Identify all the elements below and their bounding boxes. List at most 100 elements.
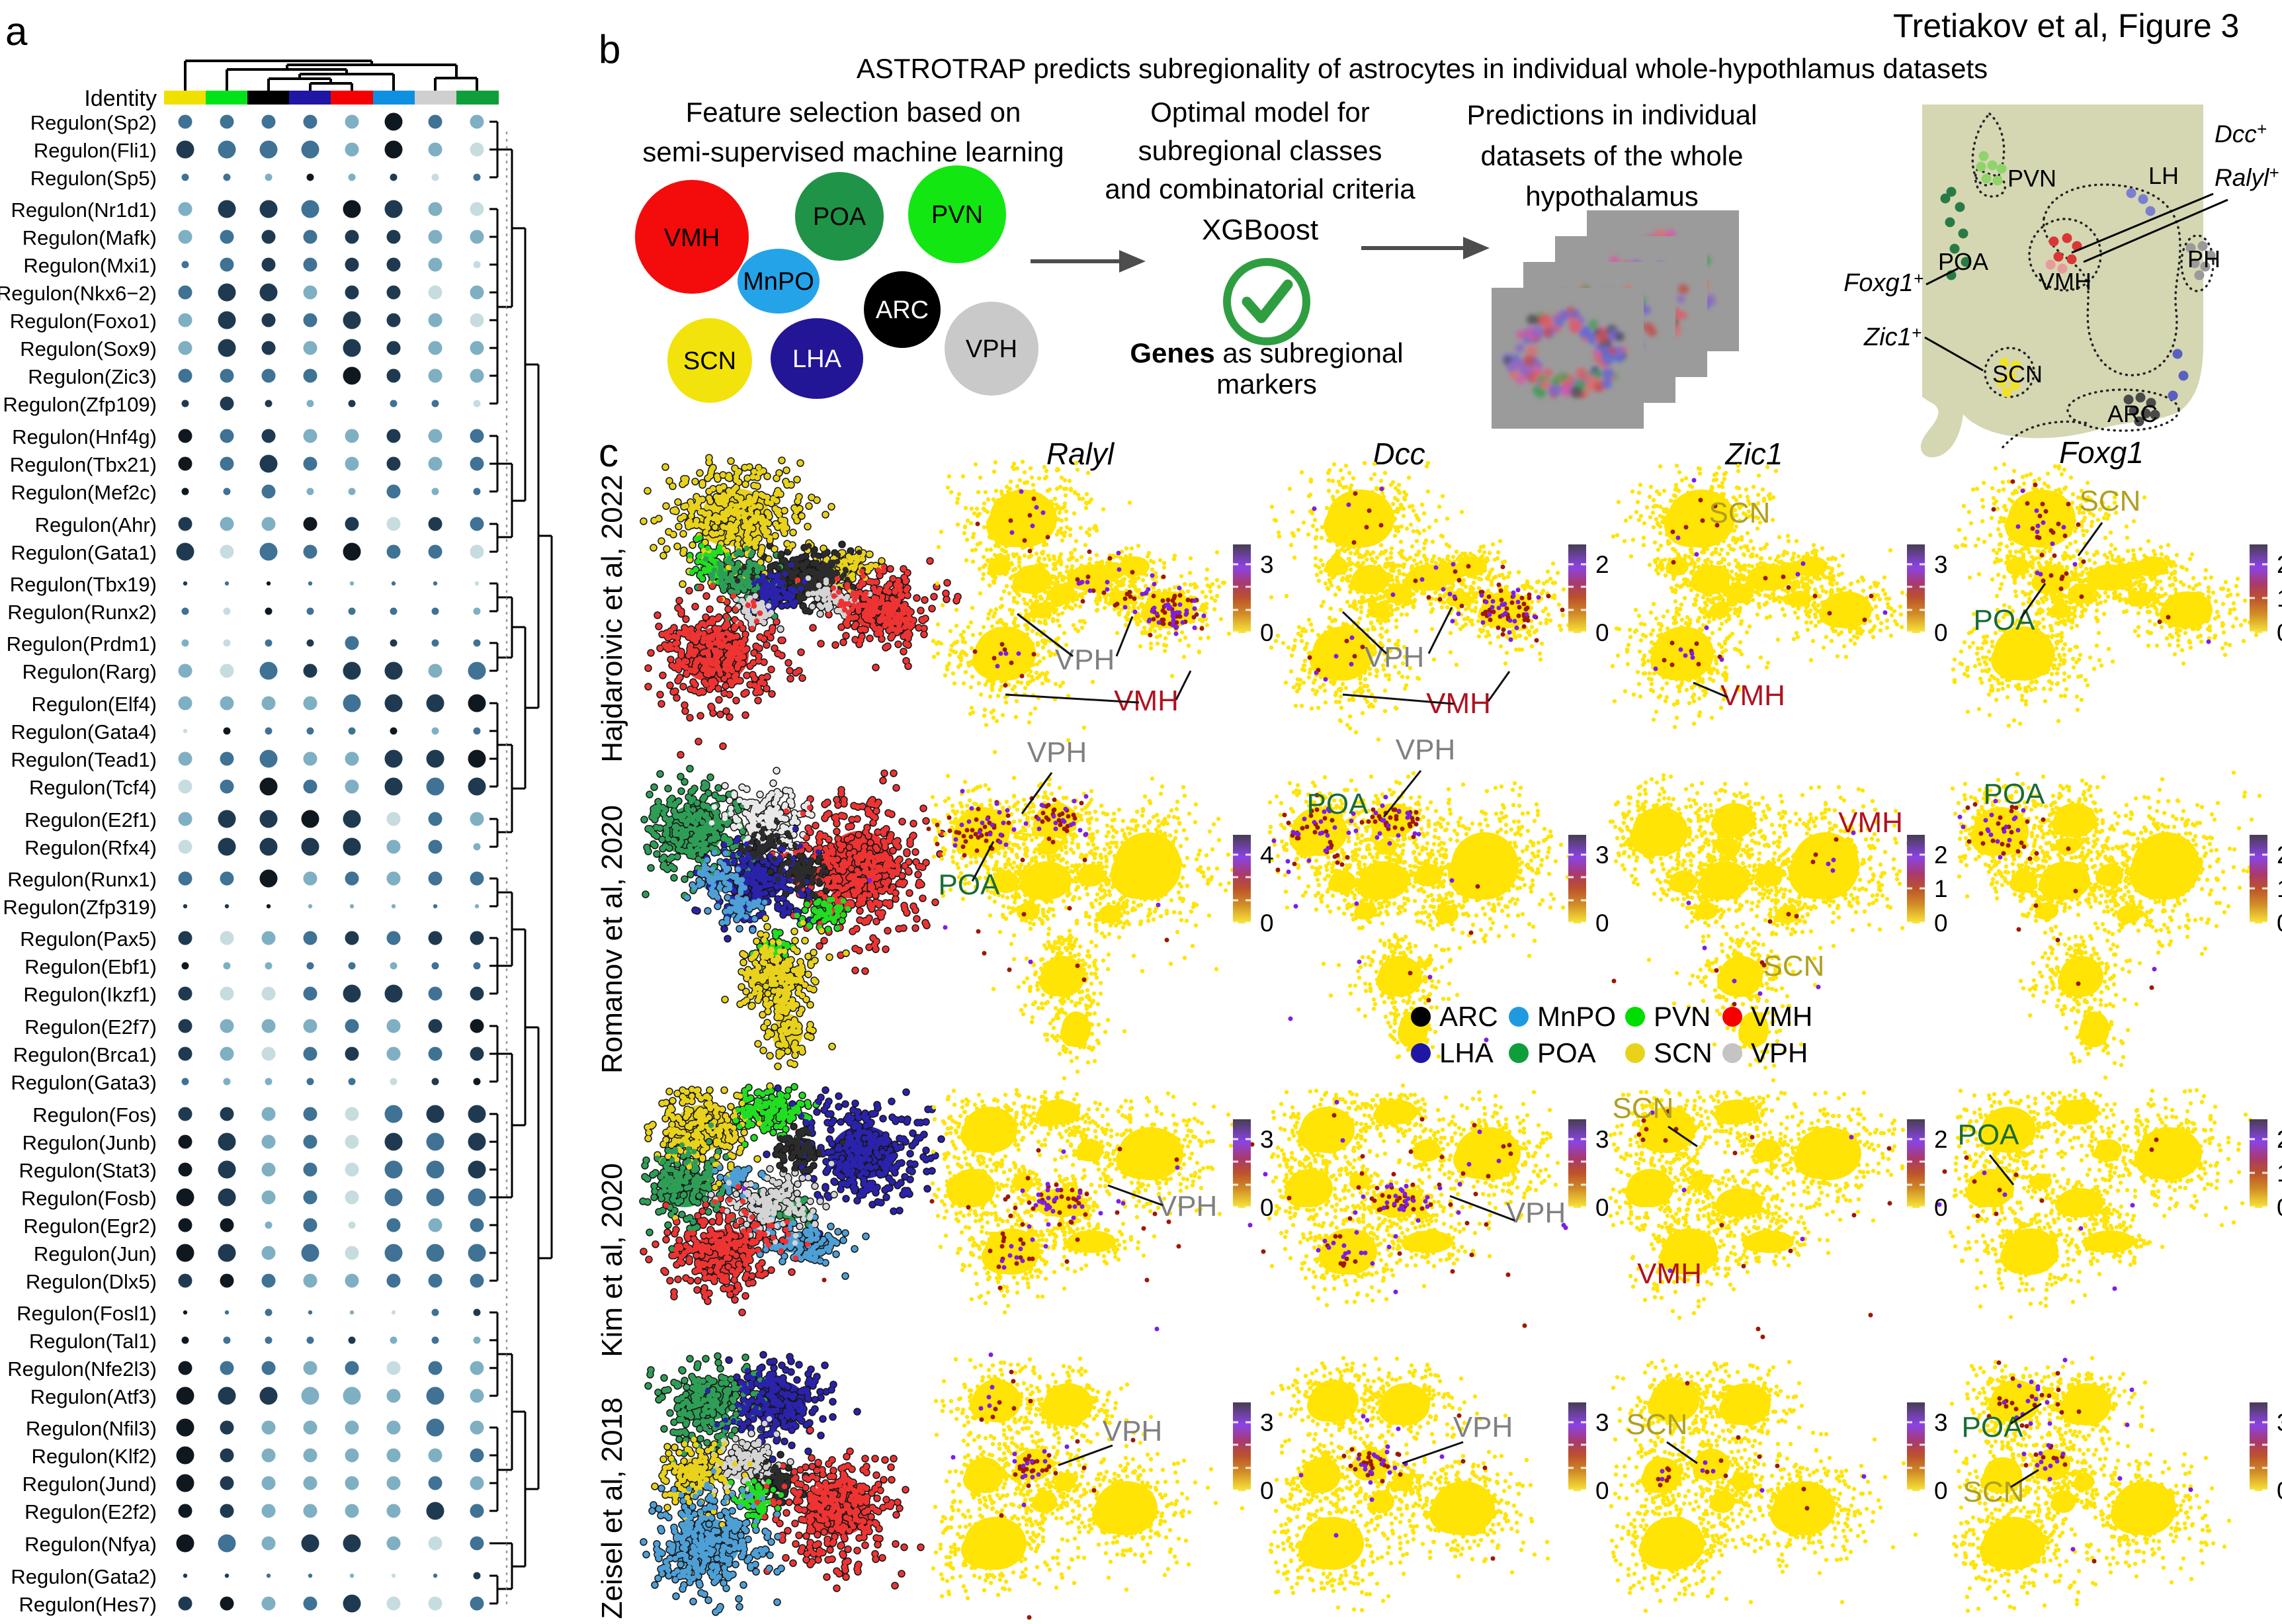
svg-text:3: 3 <box>1595 841 1609 869</box>
svg-text:Regulon(Nkx6−2): Regulon(Nkx6−2) <box>0 282 157 305</box>
svg-text:Regulon(Fosl1): Regulon(Fosl1) <box>17 1302 157 1325</box>
svg-text:semi-supervised machine learni: semi-supervised machine learning <box>642 136 1064 167</box>
svg-text:VPH: VPH <box>1751 1037 1808 1068</box>
svg-text:PH: PH <box>2187 245 2220 273</box>
svg-text:2: 2 <box>2277 841 2282 869</box>
svg-text:Regulon(Mxi1): Regulon(Mxi1) <box>23 254 157 277</box>
svg-text:Optimal model for: Optimal model for <box>1150 97 1369 128</box>
svg-text:Regulon(Hnf4g): Regulon(Hnf4g) <box>12 425 157 449</box>
svg-text:Regulon(Zic3): Regulon(Zic3) <box>28 365 157 388</box>
svg-text:0: 0 <box>1934 910 1948 937</box>
svg-text:2: 2 <box>1934 1126 1948 1153</box>
svg-text:ARC: ARC <box>2107 400 2158 427</box>
svg-text:VPH: VPH <box>1158 1190 1217 1222</box>
svg-text:3: 3 <box>1934 1409 1948 1436</box>
svg-text:3: 3 <box>1934 551 1948 578</box>
svg-text:ARC: ARC <box>876 296 929 324</box>
svg-text:POA: POA <box>939 869 1001 901</box>
svg-text:Regulon(Ikzf1): Regulon(Ikzf1) <box>23 983 157 1006</box>
svg-text:POA: POA <box>1537 1037 1596 1068</box>
svg-text:Regulon(Atf3): Regulon(Atf3) <box>30 1385 157 1408</box>
svg-text:SCN: SCN <box>1654 1037 1712 1068</box>
svg-text:Tretiakov et al, Figure 3: Tretiakov et al, Figure 3 <box>1893 7 2239 44</box>
svg-text:0: 0 <box>1595 619 1609 646</box>
svg-text:1: 1 <box>2277 585 2282 612</box>
svg-text:Regulon(Mafk): Regulon(Mafk) <box>22 226 157 249</box>
svg-text:Regulon(Runx1): Regulon(Runx1) <box>7 868 157 891</box>
svg-text:0: 0 <box>2277 619 2282 646</box>
svg-text:LHA: LHA <box>792 345 842 373</box>
svg-text:SCN: SCN <box>1613 1092 1674 1125</box>
svg-text:VMH: VMH <box>1426 687 1491 720</box>
svg-text:Ralyl+: Ralyl+ <box>2215 163 2279 191</box>
svg-text:0: 0 <box>2277 1477 2282 1504</box>
svg-text:VPH: VPH <box>1396 734 1455 766</box>
svg-text:0: 0 <box>2277 910 2282 937</box>
svg-text:Ralyl: Ralyl <box>1046 437 1115 471</box>
svg-text:Regulon(Hes7): Regulon(Hes7) <box>19 1593 157 1616</box>
svg-text:Regulon(Sox9): Regulon(Sox9) <box>20 337 157 361</box>
svg-text:1: 1 <box>2277 875 2282 902</box>
svg-text:3: 3 <box>1260 1409 1274 1436</box>
svg-text:VMH: VMH <box>2039 268 2092 295</box>
svg-text:LHA: LHA <box>1439 1037 1494 1068</box>
svg-text:SCN: SCN <box>2080 485 2141 517</box>
svg-text:Regulon(Fos): Regulon(Fos) <box>32 1103 157 1127</box>
svg-text:Regulon(Tead1): Regulon(Tead1) <box>11 748 157 771</box>
svg-text:PVN: PVN <box>931 201 983 229</box>
svg-text:Regulon(Runx2): Regulon(Runx2) <box>7 601 157 624</box>
svg-text:POA: POA <box>1974 604 2036 636</box>
svg-text:VPH: VPH <box>1453 1411 1513 1443</box>
svg-text:and combinatorial criteria: and combinatorial criteria <box>1105 173 1416 204</box>
svg-text:Dcc: Dcc <box>1373 437 1425 471</box>
svg-text:MnPO: MnPO <box>1537 1001 1616 1032</box>
svg-text:Regulon(Elf4): Regulon(Elf4) <box>31 693 157 716</box>
svg-text:Regulon(Sp2): Regulon(Sp2) <box>30 111 157 134</box>
svg-text:POA: POA <box>1984 778 2046 810</box>
svg-text:VMH: VMH <box>1751 1001 1812 1032</box>
svg-text:Feature selection based on: Feature selection based on <box>686 97 1021 128</box>
svg-text:Regulon(Brca1): Regulon(Brca1) <box>13 1043 157 1066</box>
svg-text:Hajdaroivic et al, 2022: Hajdaroivic et al, 2022 <box>596 474 628 762</box>
svg-text:LH: LH <box>2148 162 2179 189</box>
svg-text:Kim et al, 2020: Kim et al, 2020 <box>596 1163 628 1357</box>
svg-text:SCN: SCN <box>1992 361 2043 388</box>
svg-text:Regulon(Gata2): Regulon(Gata2) <box>11 1565 157 1588</box>
svg-text:Regulon(Gata1): Regulon(Gata1) <box>11 541 157 564</box>
svg-text:Regulon(Nfe2l3): Regulon(Nfe2l3) <box>7 1357 157 1381</box>
svg-text:VPH: VPH <box>1506 1197 1566 1229</box>
svg-text:2: 2 <box>2277 1126 2282 1153</box>
svg-text:VPH: VPH <box>1027 736 1087 769</box>
svg-text:0: 0 <box>1260 910 1274 937</box>
svg-text:Regulon(Junb): Regulon(Junb) <box>22 1131 157 1154</box>
svg-text:VPH: VPH <box>966 335 1017 363</box>
svg-text:Regulon(Egr2): Regulon(Egr2) <box>23 1215 157 1238</box>
svg-text:1: 1 <box>2277 1160 2282 1187</box>
svg-text:VPH: VPH <box>1103 1415 1162 1447</box>
svg-text:Predictions in individual: Predictions in individual <box>1467 99 1757 130</box>
svg-text:datasets of the whole: datasets of the whole <box>1481 140 1744 171</box>
svg-text:XGBoost: XGBoost <box>1202 214 1318 246</box>
svg-text:0: 0 <box>1595 1194 1609 1221</box>
svg-text:0: 0 <box>2277 1194 2282 1221</box>
svg-text:VMH: VMH <box>1838 806 1903 839</box>
svg-text:Regulon(E2f1): Regulon(E2f1) <box>24 808 157 832</box>
svg-text:0: 0 <box>1260 1477 1274 1504</box>
svg-text:0: 0 <box>1595 910 1609 937</box>
svg-text:ASTROTRAP predicts subregional: ASTROTRAP predicts subregionality of ast… <box>857 53 1988 84</box>
svg-text:Regulon(Dlx5): Regulon(Dlx5) <box>26 1270 157 1293</box>
svg-text:PVN: PVN <box>2007 165 2056 192</box>
svg-text:Romanov et al, 2020: Romanov et al, 2020 <box>596 805 628 1074</box>
svg-text:Regulon(Rfx4): Regulon(Rfx4) <box>24 836 157 859</box>
svg-text:Regulon(Ahr): Regulon(Ahr) <box>35 513 157 536</box>
svg-text:Regulon(Tal1): Regulon(Tal1) <box>29 1330 157 1353</box>
svg-text:POA: POA <box>1307 788 1369 820</box>
svg-text:Regulon(Ebf1): Regulon(Ebf1) <box>24 955 157 978</box>
svg-text:Zeisel et al, 2018: Zeisel et al, 2018 <box>596 1397 628 1619</box>
svg-text:Regulon(Mef2c): Regulon(Mef2c) <box>11 481 157 504</box>
svg-text:ARC: ARC <box>1439 1001 1498 1032</box>
svg-text:Regulon(Zfp109): Regulon(Zfp109) <box>3 393 157 416</box>
svg-text:3: 3 <box>1595 1409 1609 1436</box>
svg-text:subregional classes: subregional classes <box>1138 135 1382 166</box>
svg-text:2: 2 <box>1595 551 1609 578</box>
